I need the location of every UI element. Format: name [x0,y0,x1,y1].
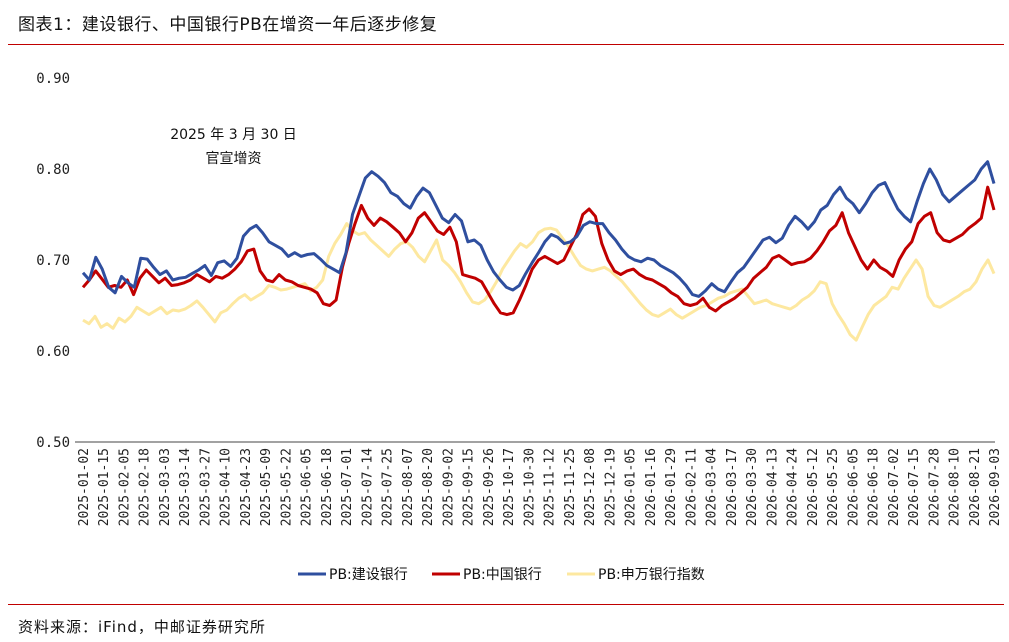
x-tick-label: 2026-08-21 [968,448,983,526]
legend-label: PB:建设银行 [329,567,408,583]
series-layer [81,160,996,342]
x-tick-label: 2025-07-01 [340,448,355,526]
x-tick-label: 2025-05-09 [259,448,274,526]
x-tick-label: 2025-06-05 [300,448,315,526]
x-tick-label: 2025-09-02 [441,448,456,526]
x-axis: 2025-01-02 2025-01-15 2025-02-05 2025-02-18… [75,441,1003,526]
y-tick-label: 0.80 [36,162,70,178]
x-tick-label: 2026-03-04 [705,448,720,526]
legend-label: PB:中国银行 [463,567,542,583]
x-tick-label: 2026-06-05 [846,448,861,526]
title-rule [8,44,1004,45]
x-tick-label: 2025-04-10 [219,448,234,526]
figure-title: 图表1：建设银行、中国银行PB在增资一年后逐步修复 [18,15,438,35]
y-axis: 0.90 0.80 0.70 0.60 0.50 [36,71,70,451]
x-tick-label: 2026-03-30 [745,448,760,526]
x-tick-label: 2025-03-03 [158,448,173,526]
x-tick-label: 2025-08-20 [421,448,436,526]
x-tick-label: 2026-01-29 [664,448,679,526]
x-tick-label: 2025-12-08 [583,448,598,526]
series-line-1 [81,185,996,317]
x-tick-label: 2025-01-15 [97,448,112,526]
series-line-2 [82,222,996,342]
x-tick-label: 2025-04-23 [239,448,254,526]
series-line-0 [81,160,996,298]
x-tick-label: 2026-02-11 [684,448,699,526]
y-tick-label: 0.60 [36,344,70,360]
x-tick-label: 2026-05-12 [806,448,821,526]
y-tick-label: 0.90 [36,71,70,87]
x-tick-label: 2026-03-17 [725,448,740,526]
x-tick-label: 2026-01-16 [644,448,659,526]
x-tick-label: 2025-03-27 [198,448,213,526]
x-tick-label: 2025-02-05 [117,448,132,526]
x-tick-label: 2026-04-13 [765,448,780,526]
annotation: 2025 年 3 月 30 日 官宣增资 [170,127,297,167]
x-tick-label: 2025-08-07 [401,448,416,526]
x-tick-label: 2025-10-17 [502,448,517,526]
source-note: 资料来源：iFind，中邮证券研究所 [18,618,266,636]
x-tick-label: 2026-08-10 [948,448,963,526]
y-tick-label: 0.70 [36,253,70,269]
x-tick-label: 2026-05-25 [826,448,841,526]
x-tick-label: 2025-09-26 [482,448,497,526]
x-tick-label: 2025-11-12 [543,448,558,526]
line-chart: 0.90 0.80 0.70 0.60 0.50 2025-01-02 2025-01-1… [36,71,1003,583]
source-rule [8,604,1004,605]
x-tick-label: 2025-07-25 [381,448,396,526]
legend: PB:建设银行 PB:中国银行 PB:申万银行指数 [298,567,705,583]
legend-label: PB:申万银行指数 [598,567,705,583]
x-tick-label: 2026-06-18 [867,448,882,526]
x-tick-label: 2025-11-25 [563,448,578,526]
x-tick-label: 2025-03-14 [178,448,193,526]
x-tick-label: 2025-12-19 [603,448,618,526]
x-tick-label: 2026-07-15 [907,448,922,526]
x-tick-label: 2026-07-02 [887,448,902,526]
x-tick-label: 2025-10-30 [522,448,537,526]
x-tick-label: 2026-09-03 [988,448,1003,526]
annotation-line-2: 官宣增资 [206,151,262,167]
x-tick-label: 2025-05-22 [279,448,294,526]
x-tick-label: 2026-04-24 [786,448,801,526]
x-tick-label: 2025-07-14 [360,448,375,526]
x-tick-label: 2025-09-15 [462,448,477,526]
annotation-line-1: 2025 年 3 月 30 日 [170,127,297,143]
x-tick-label: 2025-02-18 [138,448,153,526]
y-tick-label: 0.50 [36,435,70,451]
x-tick-label: 2026-07-28 [927,448,942,526]
x-tick-label: 2026-01-05 [624,448,639,526]
x-tick-label: 2025-01-02 [77,448,92,526]
x-tick-label: 2025-06-18 [320,448,335,526]
